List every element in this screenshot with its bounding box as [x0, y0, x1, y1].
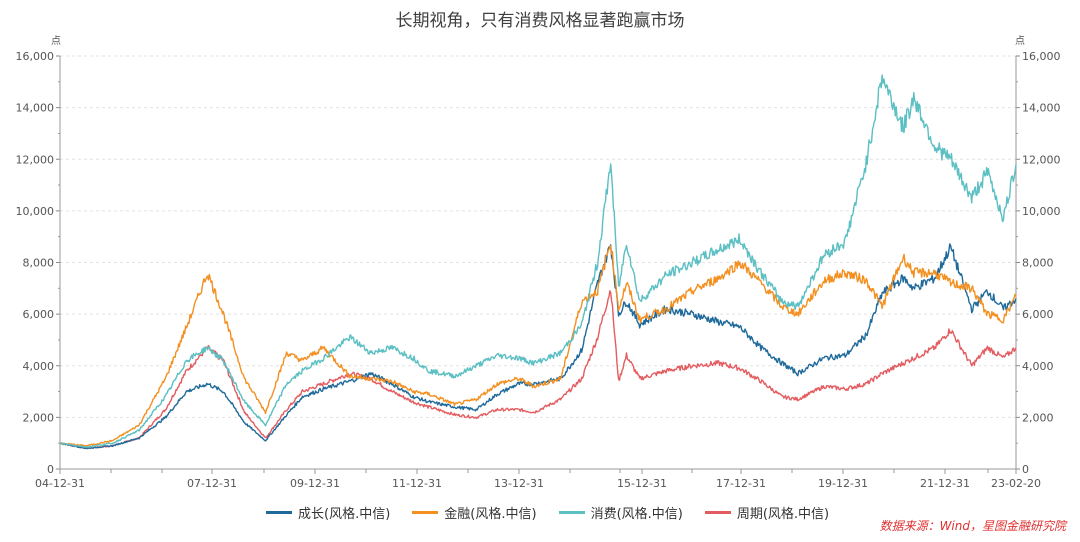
y-tick-label-right: 16,000	[1022, 50, 1061, 63]
x-tick-label: 04-12-31	[35, 477, 85, 490]
y-tick-label-right: 12,000	[1022, 153, 1061, 166]
legend-item[interactable]: 成长(风格.中信)	[266, 503, 390, 522]
y-axis-unit-right: 点	[1015, 35, 1025, 47]
y-tick-label-left: 12,000	[16, 153, 55, 166]
y-tick-label-right: 2,000	[1022, 411, 1054, 424]
y-tick-label-right: 0	[1022, 463, 1029, 476]
y-tick-label-left: 0	[47, 463, 54, 476]
legend-item[interactable]: 消费(风格.中信)	[558, 503, 683, 522]
series-line-1	[59, 245, 1017, 447]
chart-legend: 成长(风格.中信) 金融(风格.中信) 消费(风格.中信) 周期(风格.中信)	[266, 503, 829, 522]
chart-title: 长期视角，只有消费风格显著跑赢市场	[395, 11, 685, 31]
y-tick-label-right: 8,000	[1022, 257, 1054, 270]
y-tick-label-left: 16,000	[16, 50, 55, 63]
legend-swatch-icon	[266, 511, 292, 514]
y-tick-label-right: 10,000	[1022, 205, 1061, 218]
y-tick-label-left: 10,000	[16, 205, 55, 218]
legend-item[interactable]: 周期(风格.中信)	[704, 503, 830, 522]
y-axis-unit-left: 点	[51, 35, 61, 47]
y-tick-label-left: 4,000	[23, 360, 55, 373]
y-tick-label-right: 6,000	[1022, 308, 1054, 321]
x-tick-label: 13-12-31	[494, 477, 544, 490]
series-line-2	[59, 74, 1017, 448]
legend-swatch-icon	[412, 511, 439, 514]
legend-label: 消费(风格.中信)	[590, 507, 683, 522]
y-tick-label-left: 8,000	[23, 257, 55, 270]
legend-label: 金融(风格.中信)	[444, 507, 537, 522]
x-tick-label: 11-12-31	[392, 477, 442, 490]
legend-label: 周期(风格.中信)	[736, 507, 830, 522]
y-tick-label-left: 6,000	[23, 308, 55, 321]
x-tick-label: 17-12-31	[716, 477, 766, 490]
x-tick-label: 21-12-31	[920, 477, 970, 490]
legend-label: 成长(风格.中信)	[298, 507, 391, 522]
x-tick-label: 09-12-31	[290, 477, 340, 490]
series-line-0	[59, 243, 1017, 450]
legend-swatch-icon	[704, 511, 731, 514]
x-tick-label: 23-02-20	[991, 477, 1041, 490]
line-chart: 0 0 2,000 2,000 4,000 4,000 6,000 6,000 8,000 8,0…	[16, 35, 1061, 490]
x-tick-label: 19-12-31	[818, 477, 868, 490]
legend-swatch-icon	[558, 511, 585, 514]
y-tick-label-left: 14,000	[16, 102, 55, 115]
x-tick-label: 15-12-31	[617, 477, 667, 490]
x-tick-label: 07-12-31	[187, 477, 237, 490]
y-tick-label-right: 4,000	[1022, 360, 1054, 373]
y-tick-label-right: 14,000	[1022, 102, 1061, 115]
legend-item[interactable]: 金融(风格.中信)	[412, 503, 537, 522]
y-tick-label-left: 2,000	[23, 411, 55, 424]
data-source-note: 数据来源：Wind，星图金融研究院	[879, 519, 1066, 533]
